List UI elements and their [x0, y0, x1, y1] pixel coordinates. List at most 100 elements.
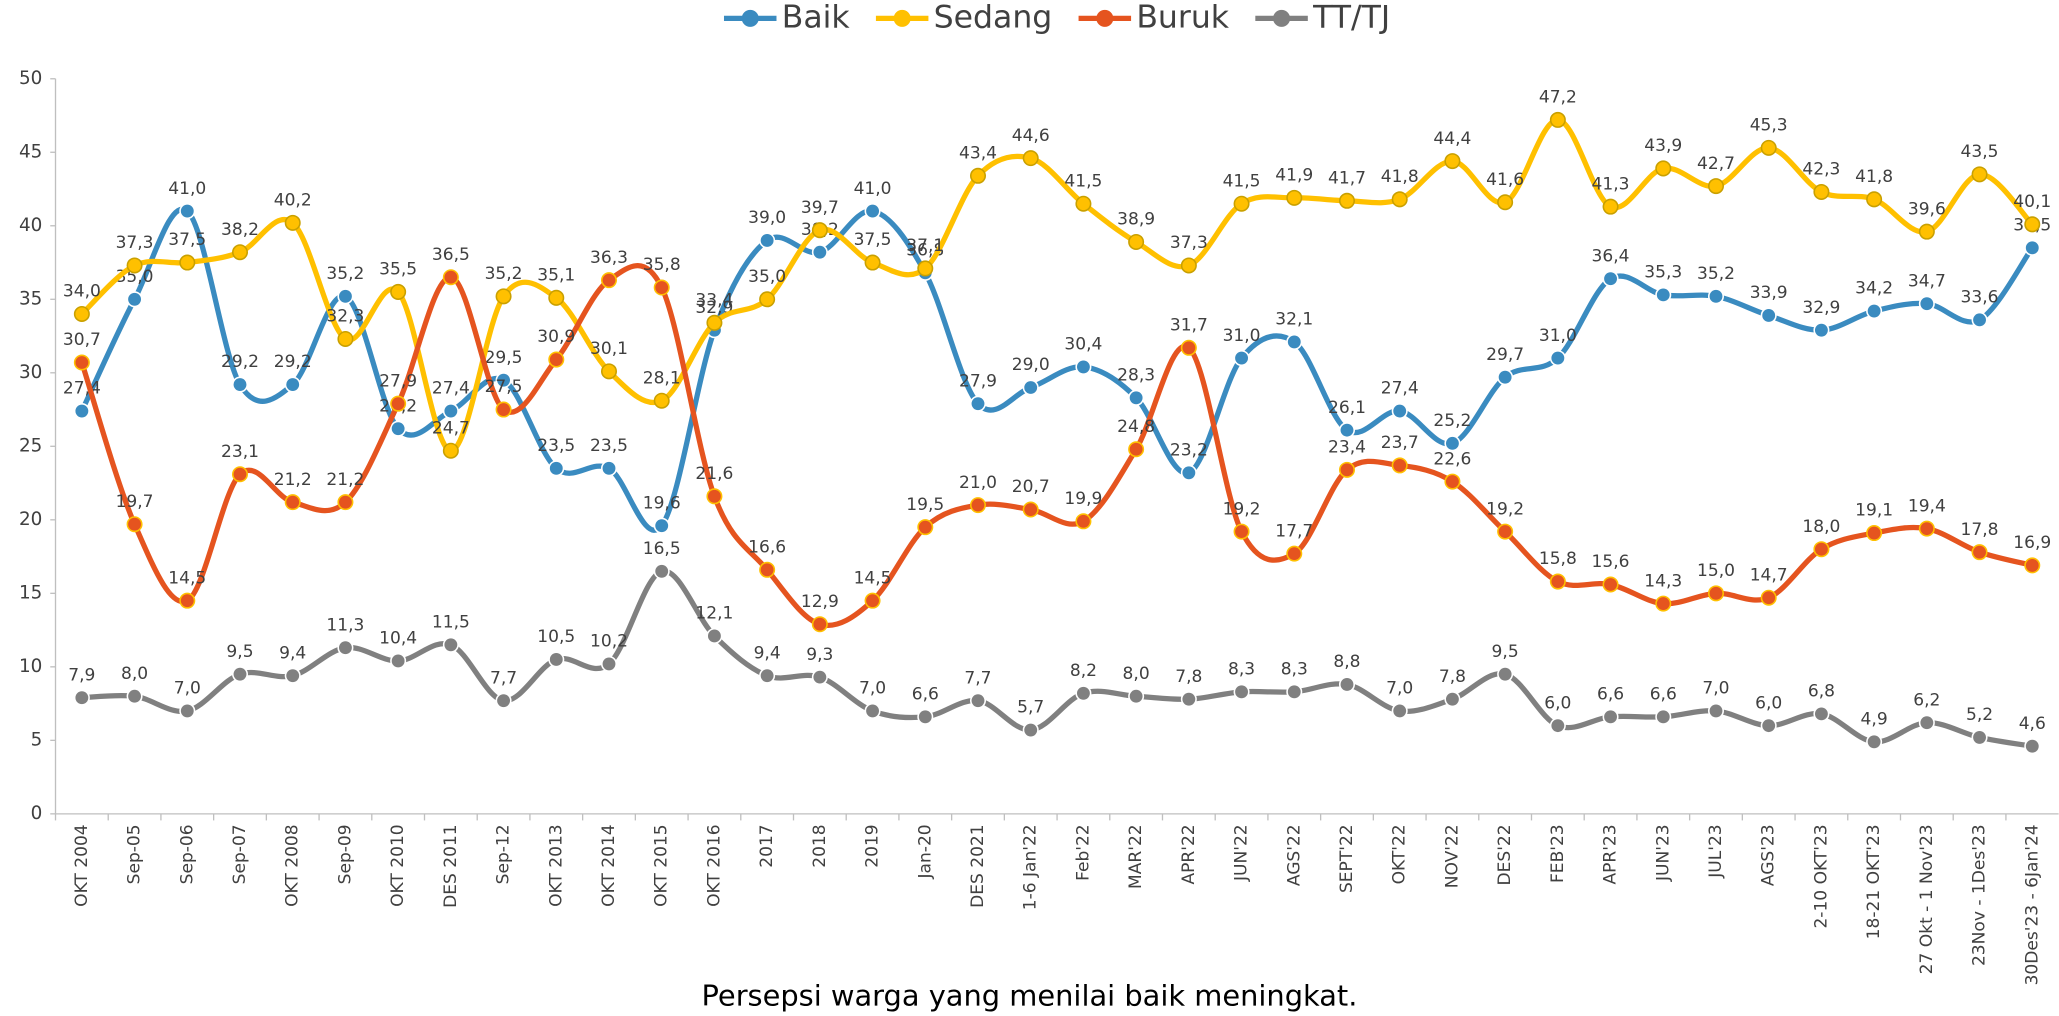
marker: [1971, 544, 1988, 561]
marker: [337, 494, 354, 511]
marker: [1549, 717, 1566, 734]
x-tick-label: AGS'23: [1759, 824, 1779, 886]
value-label: 12,9: [801, 592, 839, 612]
marker: [1128, 688, 1145, 705]
marker: [495, 288, 512, 305]
value-label: 16,9: [2013, 533, 2051, 553]
marker: [548, 289, 565, 306]
value-label: 43,5: [1961, 142, 1999, 162]
marker: [1655, 595, 1672, 612]
marker: [1866, 191, 1883, 208]
marker: [179, 203, 196, 220]
value-label: 12,1: [695, 604, 733, 624]
y-tick-label: 25: [19, 435, 42, 456]
marker: [548, 651, 565, 668]
value-label: 36,5: [432, 245, 470, 265]
value-label: 19,1: [1855, 501, 1893, 521]
marker: [1497, 369, 1514, 386]
legend-label: TT/TJ: [1312, 0, 1390, 35]
marker: [179, 254, 196, 271]
marker: [917, 260, 934, 277]
value-label: 39,0: [748, 208, 786, 228]
marker: [759, 291, 776, 308]
marker: [1338, 422, 1355, 439]
value-label: 5,7: [1017, 698, 1044, 718]
x-tick-label: OKT 2016: [704, 824, 724, 906]
value-label: 29,0: [1012, 355, 1050, 375]
value-label: 42,7: [1697, 154, 1735, 174]
value-label: 8,2: [1070, 661, 1097, 681]
value-label: 44,4: [1433, 129, 1471, 149]
marker: [1707, 288, 1724, 305]
value-label: 7,8: [1439, 667, 1466, 687]
marker: [495, 401, 512, 418]
legend-marker: [1273, 9, 1291, 27]
marker: [1655, 286, 1672, 303]
value-label: 8,3: [1281, 660, 1308, 680]
value-label: 19,6: [643, 493, 681, 513]
y-tick-label: 40: [19, 215, 42, 236]
marker: [73, 305, 90, 322]
marker: [284, 376, 301, 393]
value-label: 41,0: [168, 179, 206, 199]
value-label: 19,2: [1223, 499, 1261, 519]
marker: [1707, 702, 1724, 719]
legend-item: TT/TJ: [1255, 0, 1390, 35]
marker: [1233, 350, 1250, 367]
marker: [1813, 183, 1830, 200]
marker: [548, 351, 565, 368]
value-label: 35,1: [537, 266, 575, 286]
x-tick-label: SEPT'22: [1337, 824, 1357, 893]
marker: [1022, 150, 1039, 167]
value-label: 9,4: [279, 643, 306, 663]
value-label: 27,9: [379, 371, 417, 391]
marker: [1391, 457, 1408, 474]
value-label: 27,9: [959, 371, 997, 391]
value-label: 9,4: [754, 643, 781, 663]
x-tick-label: JUN'22: [1232, 824, 1252, 882]
value-label: 14,5: [168, 568, 206, 588]
x-tick-label: 18-21 OKT'23: [1864, 824, 1884, 939]
value-label: 6,0: [1544, 693, 1571, 713]
legend-item: Buruk: [1078, 0, 1230, 35]
marker: [1813, 541, 1830, 558]
series-line: [80, 117, 2035, 454]
x-tick-label: 23Nov - 1Des'23: [1970, 824, 1990, 966]
x-tick-label: 27 Okt - 1 Nov'23: [1917, 824, 1937, 974]
x-tick-label: 2019: [863, 824, 883, 867]
marker: [600, 363, 618, 380]
value-label: 7,7: [964, 668, 991, 688]
marker: [1760, 717, 1777, 734]
value-label: 45,3: [1750, 116, 1788, 136]
marker: [1971, 311, 1988, 328]
marker: [653, 279, 670, 296]
value-label: 16,6: [748, 537, 786, 557]
value-label: 37,5: [168, 230, 206, 250]
value-label: 29,2: [274, 352, 312, 372]
marker: [653, 563, 670, 580]
y-tick-label: 10: [19, 656, 42, 677]
marker: [442, 269, 459, 286]
marker: [1180, 257, 1197, 274]
value-label: 44,6: [1012, 126, 1050, 146]
value-label: 36,3: [590, 248, 628, 268]
marker: [1286, 683, 1303, 700]
y-tick-label: 5: [31, 729, 43, 750]
value-label: 35,2: [326, 264, 364, 284]
marker: [1338, 676, 1355, 693]
marker: [1128, 233, 1145, 250]
x-tick-label: 30Des'23 - 6Jan'24: [2022, 824, 2042, 985]
marker: [1286, 189, 1303, 206]
value-label: 31,7: [1170, 315, 1208, 335]
value-label: 6,8: [1808, 682, 1835, 702]
value-label: 34,2: [1855, 279, 1893, 299]
marker: [1391, 702, 1408, 719]
marker: [231, 244, 249, 261]
x-tick-label: Feb'22: [1073, 824, 1093, 881]
x-tick-label: NOV'22: [1442, 824, 1462, 888]
value-label: 29,7: [1486, 345, 1524, 365]
value-label: 41,0: [854, 179, 892, 199]
value-label: 7,0: [1702, 679, 1729, 699]
marker: [1813, 322, 1830, 339]
